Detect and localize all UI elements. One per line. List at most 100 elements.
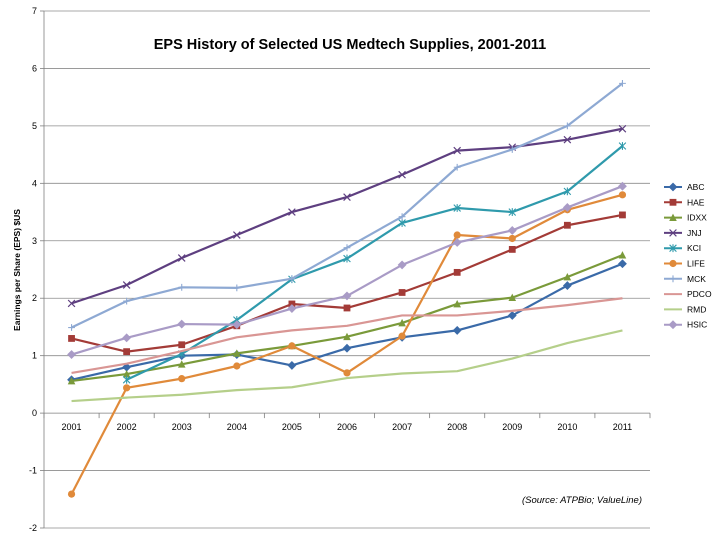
data-point <box>122 281 131 289</box>
x-tick-label: 2004 <box>227 422 247 432</box>
legend-label: KCI <box>687 243 701 253</box>
data-point <box>68 324 75 331</box>
data-point <box>232 231 241 239</box>
data-point <box>398 318 406 327</box>
series-line-rmd <box>71 329 623 403</box>
legend-marker <box>669 198 677 206</box>
data-point <box>343 193 351 201</box>
x-tick-label: 2011 <box>613 422 632 432</box>
data-point <box>177 254 186 262</box>
legend-label: ABC <box>687 182 704 192</box>
data-point <box>508 234 516 243</box>
legend-label: RMD <box>687 304 706 314</box>
series-hsic <box>67 181 627 359</box>
legend-item-idxx: IDXX <box>664 213 707 223</box>
data-point <box>507 311 517 320</box>
data-point <box>342 343 352 353</box>
data-point <box>177 319 187 329</box>
data-point <box>618 191 627 199</box>
legend-label: HSIC <box>687 320 707 330</box>
series-mck <box>68 79 626 331</box>
data-point <box>67 490 76 498</box>
data-point <box>453 299 461 308</box>
x-tick-label: 2003 <box>172 422 192 432</box>
data-point <box>453 204 461 212</box>
data-point <box>123 384 131 392</box>
legend-marker <box>669 229 677 237</box>
data-point <box>618 124 627 133</box>
x-tick-label: 2006 <box>337 422 357 432</box>
data-point <box>452 238 462 247</box>
legend-label: MCK <box>687 274 706 284</box>
legend-marker <box>669 275 677 283</box>
y-tick-label: 2 <box>32 293 37 303</box>
data-point <box>508 245 516 253</box>
data-point <box>619 79 626 87</box>
data-point <box>288 300 296 308</box>
data-point <box>287 304 297 313</box>
data-point <box>288 342 296 350</box>
y-tick-label: -1 <box>29 466 37 476</box>
series-line-kci <box>126 145 624 381</box>
data-point <box>453 231 461 239</box>
data-point <box>178 341 186 349</box>
data-point <box>288 275 296 283</box>
y-tick-label: 7 <box>32 6 37 16</box>
x-tick-label: 2009 <box>502 422 522 432</box>
series-life <box>67 191 627 498</box>
data-point <box>233 284 241 292</box>
x-tick-label: 2007 <box>392 422 412 432</box>
data-point <box>233 349 241 357</box>
data-point <box>562 203 572 212</box>
data-point <box>398 213 406 221</box>
legend-marker <box>668 320 678 330</box>
data-point <box>453 268 461 276</box>
data-point <box>508 208 517 216</box>
data-point <box>452 325 462 335</box>
axes: -2 -1 0 1 2 3 4 5 6 7 2001 2002 2003 2004 2005 2006 2007… <box>29 6 651 533</box>
data-point <box>563 272 572 281</box>
data-point <box>178 283 186 291</box>
source-note: (Source: ATPBio; ValueLine) <box>522 495 642 506</box>
data-point <box>618 181 627 191</box>
legend-item-hsic: HSIC <box>664 320 707 330</box>
legend-marker <box>669 244 677 253</box>
y-axis-label: Earnings per Share (EPS) $US <box>12 209 22 331</box>
legend: ABC HAE IDXX JNJ KCI LIFE MCK PDCO RMD HSIC <box>664 182 712 330</box>
y-tick-label: 1 <box>32 351 37 361</box>
legend-item-jnj: JNJ <box>664 228 702 238</box>
legend-item-pdco: PDCO <box>664 289 712 299</box>
x-tick-label: 2002 <box>117 422 137 432</box>
legend-label: PDCO <box>687 289 712 299</box>
data-point <box>507 226 517 235</box>
data-point <box>397 260 407 270</box>
data-point <box>67 350 76 359</box>
legend-label: LIFE <box>687 259 705 269</box>
data-point <box>563 135 572 144</box>
legend-label: HAE <box>687 197 705 207</box>
data-point <box>233 362 241 370</box>
legend-item-hae: HAE <box>664 197 705 207</box>
y-tick-label: 3 <box>32 236 37 246</box>
series-pdco <box>71 297 623 374</box>
series-line-pdco <box>71 297 623 374</box>
data-point <box>562 281 572 291</box>
data-point <box>398 170 406 179</box>
data-point <box>563 187 572 196</box>
data-point <box>178 375 186 383</box>
data-point <box>122 370 131 378</box>
x-tick-label: 2010 <box>557 422 577 432</box>
legend-item-mck: MCK <box>664 274 706 284</box>
data-point <box>618 142 627 150</box>
x-tick-label: 2008 <box>447 422 467 432</box>
data-point <box>122 375 131 384</box>
data-point <box>618 251 627 259</box>
data-point <box>563 122 571 130</box>
data-point <box>232 320 242 330</box>
data-point <box>342 291 352 301</box>
data-point <box>123 297 131 305</box>
y-tick-label: 5 <box>32 121 37 131</box>
legend-marker <box>669 213 677 221</box>
